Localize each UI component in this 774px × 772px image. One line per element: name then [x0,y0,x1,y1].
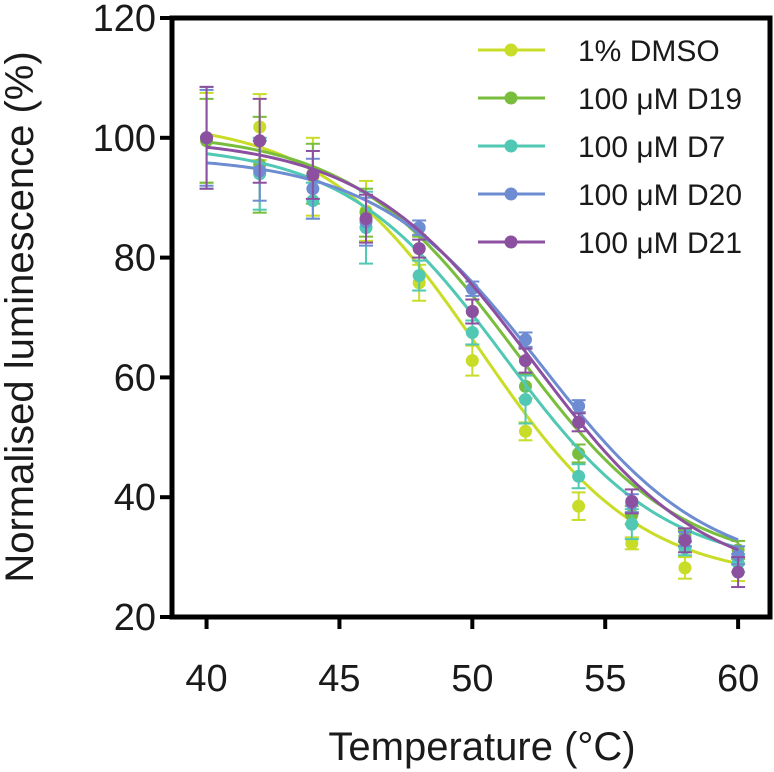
y-tick-label: 100 [93,118,156,160]
data-point [731,548,745,562]
legend-item: 100 μM D7 [478,131,725,164]
plot-frame [169,15,773,620]
data-point [572,469,586,483]
data-point [518,424,532,438]
data-point [412,221,426,235]
y-tick-label: 60 [114,357,156,399]
y-axis-title: Normalised luminescence (%) [0,51,42,582]
legend-marker [504,187,518,201]
data-point [200,131,214,145]
series-layer [199,85,746,589]
data-point [625,517,639,531]
data-point [678,533,692,547]
y-tick-label: 120 [93,0,156,40]
data-point [465,282,479,296]
data-point [572,446,586,460]
x-axis-title: Temperature (°C) [328,725,635,769]
x-tick-label: 50 [451,658,493,700]
data-point [731,565,745,579]
data-point [678,561,692,575]
data-point [465,354,479,368]
data-point [572,415,586,429]
legend-label: 100 μM D20 [578,179,742,212]
fit-curve [206,145,739,552]
legend-marker [504,139,518,153]
x-tick-label: 45 [318,658,360,700]
data-point [359,212,373,226]
legend-label: 100 μM D7 [578,131,725,164]
x-tick-label: 60 [717,658,759,700]
series-5 [199,85,746,589]
data-point [518,354,532,368]
y-tick-label: 80 [114,238,156,280]
legend-label: 100 μM D21 [578,227,742,260]
x-tick-label: 40 [185,658,227,700]
data-point [572,399,586,413]
data-point [572,499,586,513]
data-point [518,333,532,347]
legend-item: 100 μM D21 [478,227,742,260]
legend-label: 100 μM D19 [578,83,742,116]
data-point [465,305,479,319]
legend-item: 100 μM D20 [478,179,742,212]
data-point [306,168,320,182]
data-point [465,325,479,339]
data-point [412,269,426,283]
legend: 1% DMSO 100 μM D19 100 μM D7 100 μM D20 100 … [478,35,742,260]
axes-layer: 20 40 60 80 100 120 40 45 50 55 60 [93,0,760,700]
data-point [253,134,267,148]
legend-marker [504,91,518,105]
legend-marker [504,235,518,249]
y-tick-label: 20 [114,597,156,639]
legend-marker [504,43,518,57]
data-point [412,242,426,256]
data-point [518,393,532,407]
legend-item: 1% DMSO [478,35,720,68]
y-tick-label: 40 [114,477,156,519]
legend-label: 1% DMSO [578,35,720,68]
legend-item: 100 μM D19 [478,83,742,116]
data-point [625,494,639,508]
x-tick-label: 55 [584,658,626,700]
